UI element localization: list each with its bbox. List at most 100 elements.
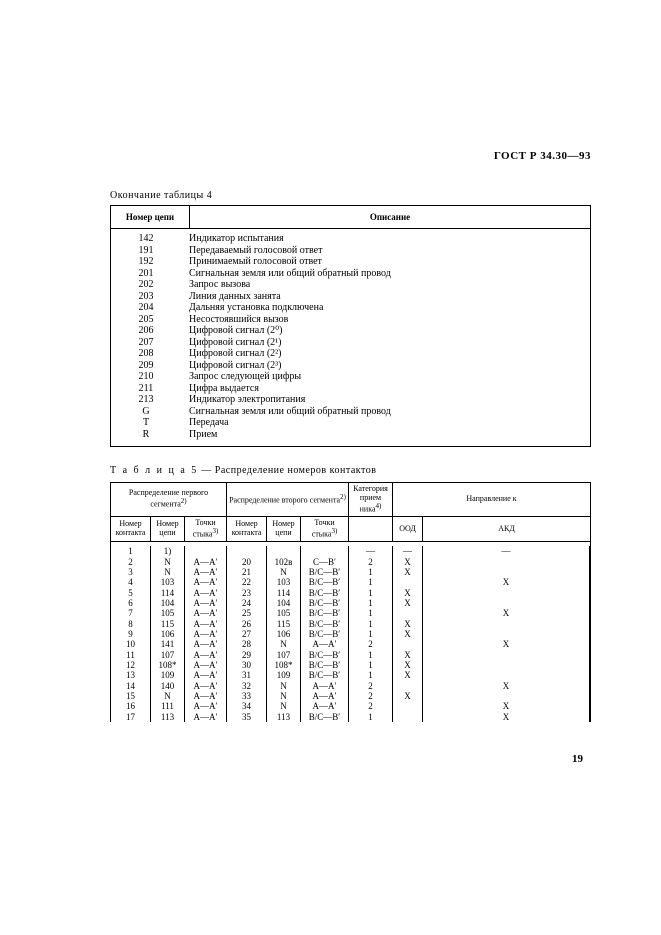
table5-cell-akd bbox=[423, 650, 590, 660]
table5-cell-pt2: B/C—B′ bbox=[301, 660, 349, 670]
table5-cell-nc2: 104 bbox=[267, 598, 301, 608]
table5-row: 7105A—A′25105B/C—B′1X bbox=[111, 608, 590, 618]
table5-cell-nc2: 106 bbox=[267, 629, 301, 639]
table5-cell-nk1: 16 bbox=[111, 701, 151, 711]
table5-row: 13109A—A′31109B/C—B′1X bbox=[111, 670, 590, 680]
table5-cell-pt2: B/C—B′ bbox=[301, 608, 349, 618]
table5-cell-akd bbox=[423, 557, 590, 567]
table4-col1: 1421911922012022032042052062072082092102… bbox=[111, 233, 181, 440]
table5-cell-pt2: B/C—B′ bbox=[301, 598, 349, 608]
table4-cell-desc: Запрос вызова bbox=[189, 279, 590, 291]
table5-cell-ood: X bbox=[393, 619, 423, 629]
table5-cell-ood bbox=[393, 701, 423, 711]
table5-cell-pt1: A—A′ bbox=[185, 691, 227, 701]
table5-row: 12108*A—A′30108*B/C—B′1X bbox=[111, 660, 590, 670]
document-page: ГОСТ Р 34.30—93 Окончание таблицы 4 Номе… bbox=[0, 0, 661, 935]
table5-sub-ood: ООД bbox=[393, 517, 423, 541]
table5-row: 11)——— bbox=[111, 546, 590, 556]
table4-cell-number: 203 bbox=[111, 291, 181, 303]
table4-cell-number: 206 bbox=[111, 325, 181, 337]
table5-header-row1: Распределение первого сегмента2) Распред… bbox=[111, 483, 590, 517]
table5-category-spacer bbox=[349, 517, 393, 541]
table5-caption-prefix: Т а б л и ц а 5 bbox=[110, 465, 198, 476]
table5-cell-nk2: 29 bbox=[227, 650, 267, 660]
document-code: ГОСТ Р 34.30—93 bbox=[110, 150, 591, 162]
table4-cell-desc: Цифровой сигнал (2²) bbox=[189, 348, 590, 360]
table4-cell-desc: Цифровой сигнал (2⁰) bbox=[189, 325, 590, 337]
table4-cell-desc: Дальняя установка подключена bbox=[189, 302, 590, 314]
table5-cell-pt1: A—A′ bbox=[185, 619, 227, 629]
table5-sub-nc2: Номер цепи bbox=[267, 517, 301, 541]
table5-cell-nk2: 26 bbox=[227, 619, 267, 629]
table5-cell-nk2: 34 bbox=[227, 701, 267, 711]
table5-cell-akd: X bbox=[423, 701, 590, 711]
table5-cell-kat: 1 bbox=[349, 608, 393, 618]
table4-caption: Окончание таблицы 4 bbox=[110, 190, 591, 201]
table5-cell-nc1: 114 bbox=[151, 588, 185, 598]
table5-cell-kat: 1 bbox=[349, 629, 393, 639]
table4-cell-number: 211 bbox=[111, 383, 181, 395]
table4-cell-desc: Принимаемый голосовой ответ bbox=[189, 256, 590, 268]
table5-cell-nc1: 107 bbox=[151, 650, 185, 660]
table5-cell-akd: X bbox=[423, 639, 590, 649]
table5-cell-akd bbox=[423, 660, 590, 670]
table4-cell-number: 142 bbox=[111, 233, 181, 245]
table5-cell-pt1: A—A′ bbox=[185, 681, 227, 691]
table5-cell-nk2: 22 bbox=[227, 577, 267, 587]
table5-cell-ood: X bbox=[393, 567, 423, 577]
table5-cell-ood: X bbox=[393, 588, 423, 598]
table5-cell-pt2: B/C—B′ bbox=[301, 712, 349, 722]
table4-cell-number: 201 bbox=[111, 268, 181, 280]
table5-row: 14140A—A′32NA—A′2X bbox=[111, 681, 590, 691]
table5-cell-nk1: 5 bbox=[111, 588, 151, 598]
table5-cell-nk2: 27 bbox=[227, 629, 267, 639]
table5-cell-ood: — bbox=[393, 546, 423, 556]
table5-cell-nk2: 20 bbox=[227, 557, 267, 567]
table5-cell-pt2: B/C—B′ bbox=[301, 629, 349, 639]
table4-cell-number: 208 bbox=[111, 348, 181, 360]
table5-direction-header: Направление к bbox=[393, 483, 590, 516]
table5-cell-ood bbox=[393, 681, 423, 691]
table5-cell-nk2: 33 bbox=[227, 691, 267, 701]
table5-cell-ood: X bbox=[393, 670, 423, 680]
table5-cell-nk2: 28 bbox=[227, 639, 267, 649]
table5-cell-ood: X bbox=[393, 650, 423, 660]
table5-cell-nc2: 115 bbox=[267, 619, 301, 629]
table5-cell-nc2: 108* bbox=[267, 660, 301, 670]
table5-cell-nk2: 32 bbox=[227, 681, 267, 691]
table5-cell-nc1: 108* bbox=[151, 660, 185, 670]
table5-cell-nk2: 23 bbox=[227, 588, 267, 598]
table4-body: 1421911922012022032042052062072082092102… bbox=[111, 229, 590, 446]
table5-cell-pt1: A—A′ bbox=[185, 557, 227, 567]
table4-cell-desc: Индикатор испытания bbox=[189, 233, 590, 245]
table5-row: 5114A—A′23114B/C—B′1X bbox=[111, 588, 590, 598]
table5-row: 15NA—A′33NA—A′2X bbox=[111, 691, 590, 701]
table5-cell-pt1: A—A′ bbox=[185, 660, 227, 670]
table5-cell-nk1: 13 bbox=[111, 670, 151, 680]
table5-group1-header: Распределение первого сегмента2) bbox=[111, 483, 227, 516]
table5-cell-nk2: 25 bbox=[227, 608, 267, 618]
table4: Номер цепи Описание 14219119220120220320… bbox=[110, 205, 591, 447]
table5-cell-pt1 bbox=[185, 546, 227, 556]
table5-row: 16111A—A′34NA—A′2X bbox=[111, 701, 590, 711]
table4-col2-header: Описание bbox=[190, 206, 590, 228]
table4-cell-desc: Передаваемый голосовой ответ bbox=[189, 245, 590, 257]
table5-row: 3NA—A′21NB/C—B′1X bbox=[111, 567, 590, 577]
table5-cell-nk1: 11 bbox=[111, 650, 151, 660]
table5-cell-nc1: 106 bbox=[151, 629, 185, 639]
table5-cell-nk1: 7 bbox=[111, 608, 151, 618]
table5-cell-ood bbox=[393, 608, 423, 618]
table5-cell-nk1: 17 bbox=[111, 712, 151, 722]
table4-cell-number: R bbox=[111, 429, 181, 441]
table5-cell-nc1: 113 bbox=[151, 712, 185, 722]
table5-cell-akd bbox=[423, 598, 590, 608]
table5-cell-ood: X bbox=[393, 660, 423, 670]
table5-cell-kat: 1 bbox=[349, 619, 393, 629]
table4-cell-desc: Запрос следующей цифры bbox=[189, 371, 590, 383]
table4-cell-number: G bbox=[111, 406, 181, 418]
table5-cell-kat: 2 bbox=[349, 639, 393, 649]
table5-sub-nc1: Номер цепи bbox=[151, 517, 185, 541]
table5-cell-akd bbox=[423, 567, 590, 577]
table4-cell-number: 202 bbox=[111, 279, 181, 291]
table5-cell-pt2 bbox=[301, 546, 349, 556]
